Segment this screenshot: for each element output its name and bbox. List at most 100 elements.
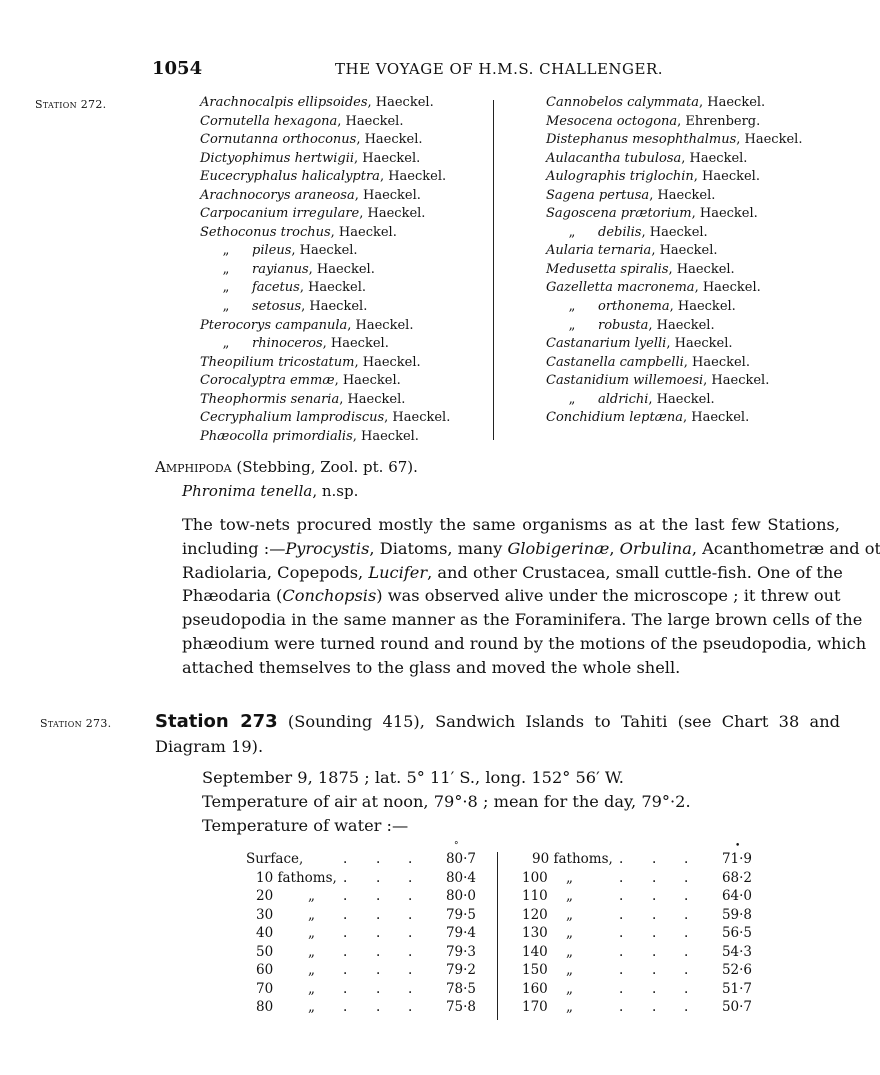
species-authority: , Haeckel. (291, 243, 358, 259)
species-name: Carpocanium irregulare (200, 206, 360, 222)
water-temperature-table-right: 90 fathoms,... 71·9 100 „... 68·2 110 „... 64·0… (522, 850, 762, 1017)
amphipoda-entry: Amphipoda (Stebbing, Zool. pt. 67). Phro… (155, 455, 418, 503)
leader-dot: . (343, 851, 348, 867)
species-authority: , Haeckel. (301, 299, 368, 315)
species-name: orthonema (598, 299, 670, 315)
leader-dot: . (684, 851, 689, 867)
species-authority: , Haeckel. (384, 410, 451, 426)
leader-dot: . (408, 943, 413, 960)
leader-dot: . (408, 869, 413, 886)
italic-term: Lucifer (368, 562, 428, 582)
ditto-mark: „ (566, 962, 573, 978)
paragraph-line: phæodium were turned round and round by … (182, 632, 866, 656)
species-name: Gazelletta macronema (546, 280, 695, 296)
leader-dot: . (343, 943, 348, 960)
temperature-value: 79·4 (445, 925, 476, 941)
species-authority: , Haeckel. (683, 410, 750, 426)
amphipoda-ref: (Stebbing, Zool. pt. 67). (231, 458, 418, 476)
leader-dot: . (652, 943, 657, 960)
temperature-value: 50·7 (721, 999, 752, 1015)
species-name: Castanidium willemoesi (546, 373, 704, 389)
degree-mark-left: ° (454, 841, 459, 851)
species-name: pileus (252, 243, 292, 259)
ditto-mark: „ (308, 888, 315, 904)
species-name: Sagena pertusa (546, 187, 650, 203)
species-entry: Mesocena octogona, Ehrenberg. (546, 113, 802, 132)
species-authority: , Haeckel. (703, 373, 770, 389)
depth-label: 110 (522, 888, 548, 904)
depth-label: 150 (522, 962, 548, 978)
species-authority: , Haeckel. (354, 354, 421, 370)
depth-label: 80 (256, 999, 274, 1015)
species-authority: , Haeckel. (308, 261, 375, 277)
temperature-value: 78·5 (445, 980, 476, 997)
text-run: ) was observed alive under the microscop… (376, 586, 841, 606)
depth-label: 50 (256, 943, 274, 960)
leader-dot: . (619, 888, 624, 904)
table-row: 120 „... 59·8 (522, 906, 762, 925)
leader-dot: . (652, 851, 657, 867)
table-row: 60 „... 79·2 (246, 961, 486, 980)
species-name: aldrichi (598, 391, 649, 407)
ditto-mark: „ (222, 299, 230, 315)
species-authority: , Haeckel. (379, 169, 447, 185)
ditto-mark: „ (566, 869, 573, 886)
station-272-margin-label: Station 272. (35, 98, 107, 111)
paragraph-line: attached themselves to the glass and mov… (182, 656, 840, 680)
species-name: Castanarium lyelli (546, 336, 667, 352)
ditto-mark: „ (566, 980, 573, 997)
depth-label: Surface, (246, 851, 304, 867)
species-authority: , Haeckel. (356, 132, 423, 148)
species-authority: , Haeckel. (359, 206, 426, 222)
leader-dot: . (408, 906, 413, 923)
species-entry: „ orthonema, Haeckel. (546, 298, 802, 317)
text-run: phæodium were turned round and round by … (182, 633, 867, 653)
depth-label: 10 fathoms, (256, 869, 337, 886)
species-entry: Aulacantha tubulosa, Haeckel. (546, 150, 802, 169)
species-name: Pterocorys campanula (200, 317, 348, 333)
species-entry: Conchidium leptæna, Haeckel. (546, 409, 802, 428)
leader-dot: . (684, 962, 689, 978)
species-entry: Cecryphalium lamprodiscus, Haeckel. (200, 409, 450, 428)
species-entry: Phæocolla primordialis, Haeckel. (200, 428, 450, 447)
leader-dot: . (619, 980, 624, 997)
air-temperature-line: Temperature of air at noon, 79°·8 ; mean… (202, 792, 691, 811)
depth-label: 100 (522, 869, 548, 886)
temperature-value: 56·5 (721, 925, 752, 941)
leader-dot: . (408, 851, 413, 867)
italic-term: Orbulina (619, 538, 692, 558)
ditto-mark: „ (568, 224, 576, 240)
paragraph-line: pseudopodia in the same manner as the Fo… (182, 608, 862, 632)
leader-dot: . (684, 869, 689, 886)
table-row: 100 „... 68·2 (522, 869, 762, 888)
temperature-value: 80·7 (445, 851, 476, 867)
amphipoda-species: Phronima tenella (182, 482, 313, 500)
species-authority: , Haeckel. (681, 150, 748, 166)
leader-dot: . (619, 925, 624, 941)
species-entry: „ robusta, Haeckel. (546, 317, 802, 336)
table-row: 50 „... 79·3 (246, 943, 486, 962)
leader-dot: . (376, 925, 381, 941)
leader-dot: . (684, 943, 689, 960)
degree-mark-right: • (735, 841, 741, 851)
leader-dot: . (652, 906, 657, 923)
leader-dot: . (343, 888, 348, 904)
species-authority: , Haeckel. (334, 373, 401, 389)
ditto-mark: „ (566, 925, 573, 941)
species-name: Aulographis triglochin (546, 169, 694, 185)
station-273-heading-line2: Diagram 19). (155, 737, 264, 756)
leader-dot: . (376, 962, 381, 978)
ditto-mark: „ (308, 906, 315, 923)
italic-term: Conchopsis (282, 586, 377, 606)
ditto-mark: „ (308, 925, 315, 941)
species-authority: , Haeckel. (352, 428, 419, 444)
leader-dot: . (684, 888, 689, 904)
temperature-value: 64·0 (721, 888, 752, 904)
text-run: pseudopodia in the same manner as the Fo… (182, 610, 863, 630)
depth-label: 30 (256, 906, 274, 923)
paragraph-line: Phæodaria (Conchopsis) was observed aliv… (182, 584, 841, 608)
species-authority: , Haeckel. (736, 132, 803, 148)
species-entry: Sagoscena prætorium, Haeckel. (546, 205, 802, 224)
species-name: Mesocena octogona (546, 113, 678, 129)
species-entry: Sethoconus trochus, Haeckel. (200, 224, 450, 243)
